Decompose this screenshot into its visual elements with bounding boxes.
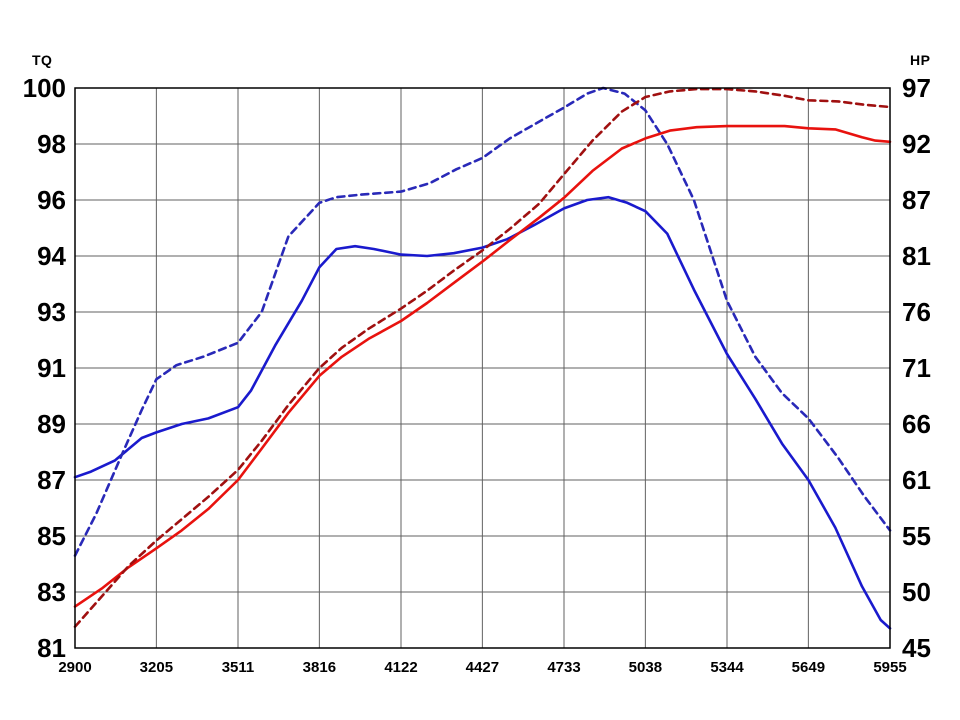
right-axis-tick-label: 55 [902, 521, 931, 551]
left-axis-tick-label: 100 [23, 73, 66, 103]
series-hp-solid-red [73, 124, 892, 608]
x-axis-tick-label: 3816 [303, 659, 336, 676]
left-axis-tick-label: 81 [37, 633, 66, 663]
series-tq-solid-blue [73, 195, 892, 630]
x-axis-tick-label: 4427 [466, 659, 499, 676]
left-axis-tick-label: 87 [37, 465, 66, 495]
x-axis-tick-label: 3205 [140, 659, 173, 676]
x-axis-tick-label: 3511 [222, 659, 255, 676]
x-axis-tick-label: 5649 [792, 659, 825, 676]
x-axis-tick-label: 4733 [547, 659, 580, 676]
left-axis-tick-label: 94 [37, 241, 66, 271]
left-axis-tick-label: 96 [37, 185, 66, 215]
left-axis-tick-label: 83 [37, 577, 66, 607]
x-axis-tick-label: 2900 [58, 659, 91, 676]
left-axis-tick-label: 93 [37, 297, 66, 327]
x-axis-tick-label: 4122 [384, 659, 417, 676]
x-axis-tick-label: 5344 [710, 659, 744, 676]
right-axis-tick-label: 66 [902, 409, 931, 439]
right-axis-tick-label: 76 [902, 297, 931, 327]
right-axis-title: HP [910, 52, 931, 68]
right-axis-tick-label: 61 [902, 465, 931, 495]
right-axis-tick-label: 81 [902, 241, 931, 271]
left-axis-tick-label: 85 [37, 521, 66, 551]
right-axis-tick-label: 87 [902, 185, 931, 215]
right-axis-tick-label: 45 [902, 633, 931, 663]
left-axis-title: TQ [32, 52, 53, 68]
series-hp-dashed-red [73, 87, 892, 629]
left-axis-tick-label: 89 [37, 409, 66, 439]
series-tq-dashed-blue [73, 86, 892, 557]
right-axis-tick-label: 97 [902, 73, 931, 103]
left-axis-tick-label: 98 [37, 129, 66, 159]
right-axis-tick-label: 71 [902, 353, 931, 383]
plot-border [74, 87, 891, 649]
x-axis-tick-label: 5955 [873, 659, 906, 676]
right-axis-tick-label: 50 [902, 577, 931, 607]
right-axis-tick-label: 92 [902, 129, 931, 159]
x-axis-tick-label: 5038 [629, 659, 662, 676]
left-axis-tick-label: 91 [37, 353, 66, 383]
